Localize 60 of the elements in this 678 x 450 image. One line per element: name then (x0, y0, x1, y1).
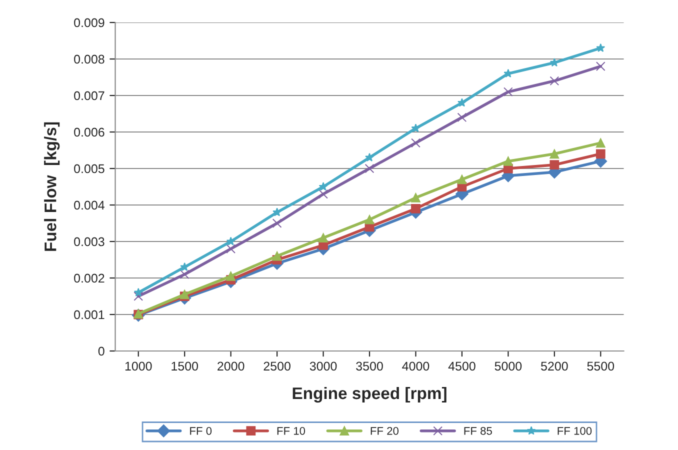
x-axis-title: Engine speed [rpm] (292, 386, 446, 403)
point (504, 87, 513, 97)
point (411, 193, 420, 202)
legend-label: FF 20 (370, 426, 399, 435)
point (226, 271, 236, 281)
point (596, 138, 606, 148)
point (365, 152, 374, 162)
y-tick-label: 0.001 (74, 310, 104, 320)
point (457, 98, 466, 107)
point (504, 156, 513, 166)
y-tick-label: 0.004 (74, 200, 104, 210)
x-tick-label: 3500 (356, 362, 383, 371)
point (180, 262, 190, 271)
point (272, 218, 282, 228)
x-tick-label: 5200 (541, 362, 568, 371)
y-tick-label: 0.008 (74, 54, 104, 64)
point (411, 124, 420, 132)
point (411, 138, 420, 148)
point (134, 292, 144, 301)
point (364, 214, 374, 224)
point (550, 76, 560, 86)
legend-label: FF 0 (190, 426, 212, 435)
x-tick-label: 2500 (264, 362, 290, 371)
x-tick-label: 4500 (448, 362, 476, 371)
y-tick-label: 0.005 (74, 164, 104, 174)
x-tick-label: 2000 (218, 362, 244, 371)
x-tick-label: 1000 (125, 362, 152, 371)
y-tick-label: 0.003 (74, 237, 104, 246)
y-axis-title: Fuel Flow [kg/s] (44, 122, 60, 251)
legend-label: FF 100 (558, 426, 592, 435)
point (318, 182, 328, 191)
point (596, 43, 606, 52)
legend-label: FF 85 (464, 426, 492, 435)
y-tick-label: 0.006 (74, 128, 104, 137)
point (318, 233, 328, 243)
x-tick-label: 1500 (172, 362, 198, 371)
x-tick-label: 3000 (310, 362, 337, 371)
point (272, 208, 282, 216)
y-tick-label: 0 (98, 346, 104, 356)
x-tick-label: 4000 (402, 362, 430, 371)
point (364, 164, 374, 174)
point (411, 204, 420, 214)
point (226, 236, 236, 246)
point (180, 270, 190, 280)
x-tick-label: 5500 (587, 362, 614, 371)
legend-label: FF 10 (277, 426, 306, 435)
point (272, 251, 282, 261)
point (550, 160, 560, 170)
point (596, 62, 606, 71)
point (457, 174, 467, 184)
point (596, 149, 606, 159)
point (226, 244, 236, 254)
y-tick-label: 0.007 (74, 91, 104, 100)
y-tick-label: 0.009 (74, 18, 104, 28)
x-tick-label: 5000 (494, 362, 522, 371)
y-tick-label: 0.002 (74, 274, 104, 283)
point (134, 288, 143, 296)
point (318, 189, 328, 199)
point (457, 112, 467, 122)
point (550, 149, 560, 159)
